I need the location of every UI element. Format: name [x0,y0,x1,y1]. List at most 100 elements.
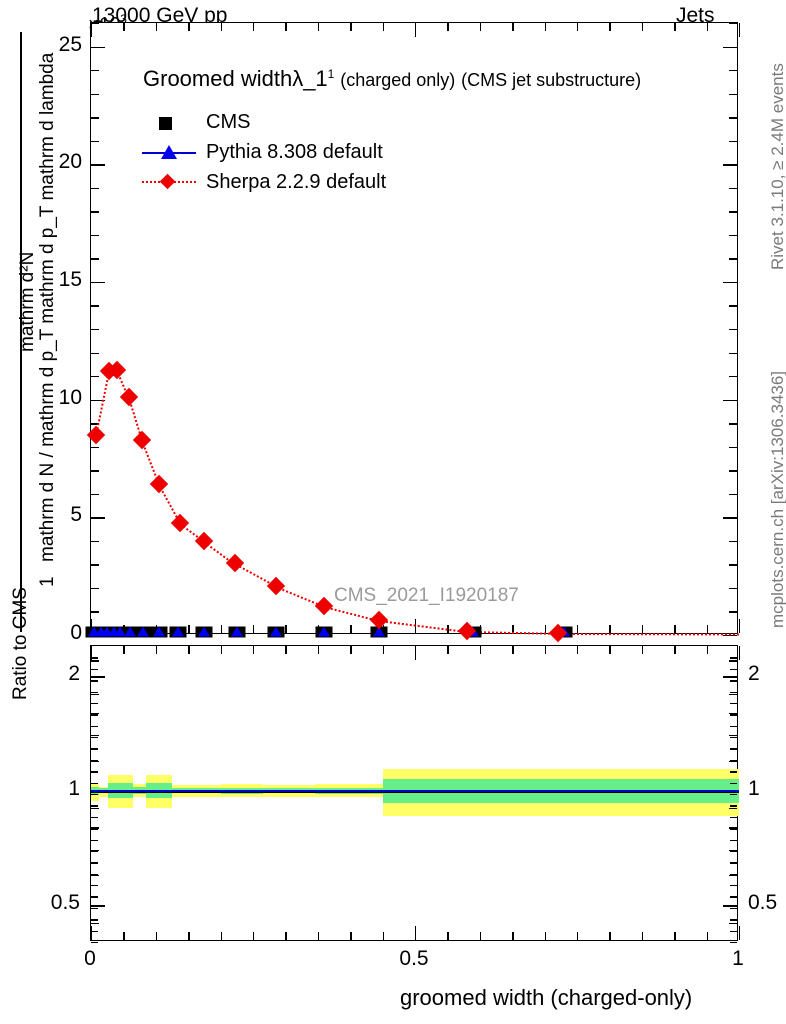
pythia-data-point [123,626,136,637]
ratio-y-tick-minor [91,771,98,773]
legend-item-sherpa[interactable]: Sherpa 2.2.9 default [140,168,560,198]
sherpa-data-point [86,425,106,445]
pythia-data-point [107,626,120,637]
y-tick-right [729,564,737,566]
y-tick [91,46,105,48]
y-tick-right [729,234,737,237]
ratio-y-tick-minor-right [730,896,737,898]
y-tick [91,93,99,95]
y-tick-label: 20 [58,150,82,174]
ratio-y-tick-right [729,922,737,924]
plot-title-symbol: λ_1 [292,66,328,91]
y-tick-right [729,305,737,307]
pythia-data-point [88,626,101,637]
ratio-x-tick-top [609,646,611,654]
y-tick [91,70,99,72]
x-tick-top [91,23,93,37]
ratio-y-tick-minor-right [730,873,737,876]
x-tick-top [544,23,546,31]
y-tick [91,140,99,143]
ratio-y-tick [91,693,99,695]
y-tick-right [729,93,737,95]
line-triangle-marker-icon [140,138,198,168]
ratio-y-tick-right [729,693,737,695]
y-tick-right [729,611,737,613]
ratio-x-tick-top [350,646,352,654]
x-tick [220,625,222,633]
x-tick [641,625,644,633]
ratio-x-tick-top [479,646,482,654]
ratio-y-tick-minor [91,907,98,910]
sherpa-line-segment [379,619,467,633]
y-tick [91,305,99,307]
x-axis-title: groomed width (charged-only) [400,985,693,1010]
y-tick-right [729,140,737,143]
x-tick [544,625,546,633]
ratio-plot-panel [90,645,741,944]
y-tick-right [729,70,737,72]
ratio-x-tick [317,932,320,940]
ratio-y-tick-minor-right [730,691,737,693]
ratio-y-tick-minor [91,885,98,887]
ratio-y-tick-minor-right [730,816,737,819]
ratio-x-tick-top [739,646,741,660]
ratio-x-tick [188,932,190,940]
ratio-y-tick-label-right: 2 [748,662,760,686]
y-tick [91,611,99,613]
analysis-watermark: CMS_2021_I1920187 [334,585,519,606]
ratio-x-tick-top [706,646,708,654]
y-tick-label: 25 [58,32,82,56]
ratio-x-tick-top [674,646,676,654]
sherpa-data-point [149,475,169,494]
ratio-y-tick-minor-right [730,907,737,910]
y-tick [91,493,99,496]
legend-label: Sherpa 2.2.9 default [206,171,387,193]
ratio-x-tick-top [253,646,255,654]
y-axis-numerator-text: mathrm d²N [17,251,38,352]
y-tick-right [729,329,737,331]
ratio-y-tick-minor [91,737,98,739]
legend-label: CMS [206,111,251,133]
y-tick-right [729,470,737,472]
ratio-y-tick-minor-right [730,885,737,887]
ratio-x-tick [641,932,644,940]
ratio-y-tick-minor [91,828,98,830]
y-tick-right [729,258,737,260]
y-tick [91,234,99,237]
ratio-x-tick-top [220,646,222,654]
ratio-y-tick-minor-right [730,942,737,944]
plot-title-sub2: (CMS jet substructure) [461,70,642,90]
x-tick [415,619,417,633]
y-tick-right [729,187,737,190]
y-tick-right [729,446,737,449]
legend-item-pythia[interactable]: Pythia 8.308 default [140,138,560,168]
ratio-y-tick-label-right: 1 [748,776,760,800]
x-tick-top [382,23,384,31]
ratio-y-tick-minor [91,805,98,807]
y-axis-denominator-text: mathrm d N / mathrm d p_T mathrm d p_T m… [37,52,58,562]
x-tick-top [317,23,320,31]
ratio-y-tick-minor [91,782,98,784]
y-axis-prefix-numerator: 1 [37,576,58,587]
ratio-y-tick-label-right: 0.5 [748,891,778,915]
legend-label: Pythia 8.308 default [206,141,383,163]
ratio-y-tick-minor [91,702,98,705]
y-tick-label: 5 [70,503,82,527]
mcplots-credit-label: mcplots.cern.ch [arXiv:1306.3436] [768,370,786,628]
ratio-y-tick-minor-right [730,748,737,750]
y-tick [91,587,99,590]
ratio-x-tick-top [641,646,644,654]
pythia-data-point [101,626,114,637]
y-tick-right [729,117,737,119]
y-tick [91,329,99,331]
x-tick [739,619,741,633]
legend-item-cms[interactable]: CMS [140,108,560,138]
y-tick [91,399,105,401]
ratio-y-tick-minor-right [730,680,737,682]
pythia-data-point [94,626,107,637]
ratio-y-tick-minor-right [730,725,737,728]
ratio-y-tick-right [723,905,737,907]
plot-title: Groomed widthλ_11 (charged only) (CMS je… [143,66,641,92]
y-tick [91,23,99,25]
x-tick-top [350,23,352,31]
